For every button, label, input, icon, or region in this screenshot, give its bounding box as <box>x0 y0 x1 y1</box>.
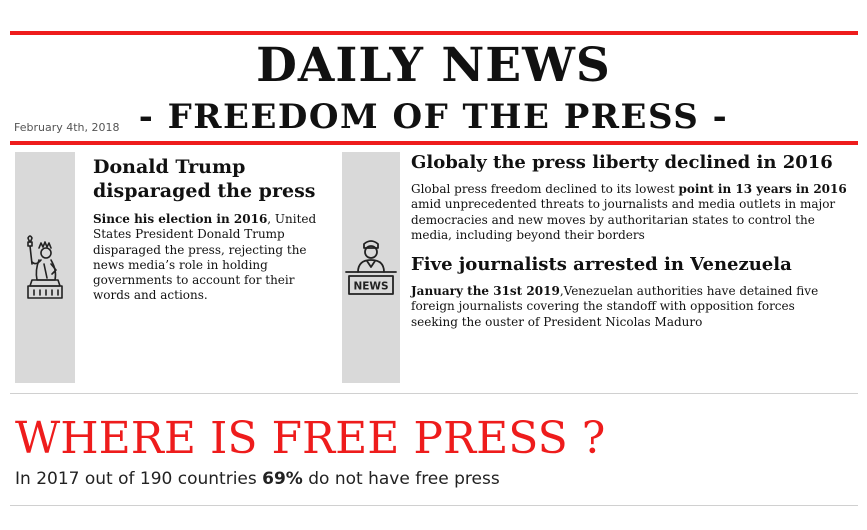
bottom-divider <box>10 505 858 506</box>
stat-percentage: 69% <box>262 469 303 489</box>
body-text: Global press freedom declined to its low… <box>411 182 679 196</box>
body-text: words and actions. <box>93 288 208 303</box>
body-text: States President Donald Trump <box>93 227 285 242</box>
issue-date: February 4th, 2018 <box>14 121 120 134</box>
body-text: governments to account for their <box>93 273 295 288</box>
body-text: democracies and new moves by authoritari… <box>411 212 815 227</box>
newspaper-subtitle: - FREEDOM OF THE PRESS - <box>138 97 729 137</box>
top-red-rule <box>10 31 858 35</box>
news-sign-text: NEWS <box>353 281 388 293</box>
article-bold-lead: January the 31st 2019 <box>411 284 560 298</box>
body-text: news media’s role in holding <box>93 257 268 272</box>
article-headline: Donald Trump disparaged the press <box>93 155 323 203</box>
article-bold-phrase: point in 13 years in 2016 <box>678 182 847 196</box>
article-body: January the 31st 2019,Venezuelan authori… <box>411 284 856 330</box>
article-bold-lead: Since his election in 2016 <box>93 212 268 226</box>
stat-text: do not have free press <box>302 469 500 489</box>
news-anchor-icon: NEWS <box>345 240 397 295</box>
article-body: Global press freedom declined to its low… <box>411 182 856 243</box>
article-headline: Globaly the press liberty declined in 20… <box>411 152 833 173</box>
article-body: Since his election in 2016, United State… <box>93 212 328 304</box>
article-headline: Five journalists arrested in Venezuela <box>411 254 792 275</box>
headline-line: disparaged the press <box>93 180 316 202</box>
newspaper-title: DAILY NEWS <box>256 38 611 93</box>
section-divider <box>10 393 858 394</box>
stat-text: In 2017 out of 190 countries <box>15 469 263 489</box>
body-text: seeking the ouster of President Nicolas … <box>411 314 703 329</box>
body-text: ,Venezuelan authorities have detained fi… <box>559 284 819 298</box>
body-text: disparaged the press, rejecting the <box>93 242 307 257</box>
body-text: , United <box>267 212 317 226</box>
feature-statistic: In 2017 out of 190 countries 69% do not … <box>15 468 500 490</box>
feature-heading: WHERE IS FREE PRESS ? <box>15 413 606 464</box>
statue-of-liberty-icon <box>27 235 63 299</box>
body-text: foreign journalists covering the standof… <box>411 299 795 314</box>
headline-line: Donald Trump <box>93 156 246 178</box>
body-text: amid unprecedented threats to journalist… <box>411 197 836 212</box>
body-text: media, including beyond their borders <box>411 227 645 242</box>
header-red-rule <box>10 141 858 145</box>
